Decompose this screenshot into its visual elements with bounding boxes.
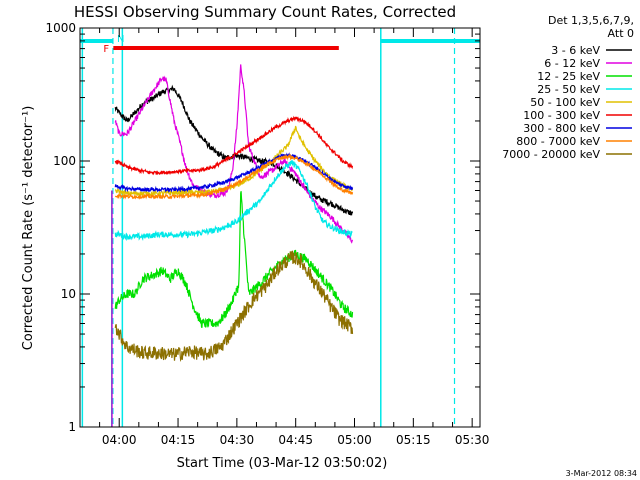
x-tick-label: 05:15 — [396, 433, 431, 447]
legend-label: 3 - 6 keV — [551, 44, 600, 57]
legend-label: 6 - 12 keV — [544, 57, 600, 70]
series-line — [114, 152, 354, 194]
y-tick-label: 100 — [53, 154, 76, 168]
x-axis-label: Start Time (03-Mar-12 03:50:02) — [177, 456, 388, 471]
legend-label: 7000 - 20000 keV — [502, 148, 600, 161]
series-line — [114, 159, 353, 242]
attenuator-n-label: N — [117, 34, 124, 45]
legend-label: 50 - 100 keV — [530, 96, 600, 109]
x-tick-label: 04:00 — [102, 433, 137, 447]
legend-label: 25 - 50 keV — [537, 83, 600, 96]
series-line — [114, 250, 354, 363]
legend-label: 12 - 25 keV — [537, 70, 600, 83]
y-axis-label: Corrected Count Rate (s⁻¹ detector⁻¹) — [21, 106, 36, 351]
series-line — [114, 115, 354, 176]
y-tick-label: 1 — [68, 420, 76, 434]
x-tick-label: 04:30 — [220, 433, 255, 447]
series-group — [111, 64, 354, 427]
legend-label: 800 - 7000 keV — [516, 135, 600, 148]
x-tick-label: 04:45 — [278, 433, 313, 447]
legend-label: 300 - 800 keV — [523, 122, 600, 135]
plot-frame — [79, 27, 481, 428]
series-line — [114, 191, 354, 329]
chart-title: HESSI Observing Summary Count Rates, Cor… — [74, 3, 456, 21]
legend-header-attenuator: Att 0 — [608, 27, 634, 40]
series-line — [114, 153, 354, 200]
y-tick-label: 10 — [61, 287, 76, 301]
x-tick-label: 05:00 — [337, 433, 372, 447]
flare-marker: F — [103, 44, 339, 55]
legend-label: 100 - 300 keV — [523, 109, 600, 122]
attenuator-markers: N — [80, 28, 480, 427]
legend-header-detectors: Det 1,3,5,6,7,9, — [548, 14, 634, 27]
x-tick-label: 04:15 — [161, 433, 196, 447]
footer-date: 3-Mar-2012 08:34 — [566, 469, 637, 478]
flare-label: F — [103, 44, 109, 55]
axis-ticks: 04:00 04:15 04:30 04:45 05:00 05:15 05:30 1 10 10… — [45, 21, 489, 447]
x-tick-label: 05:30 — [455, 433, 490, 447]
y-tick-label: 1000 — [45, 21, 76, 35]
